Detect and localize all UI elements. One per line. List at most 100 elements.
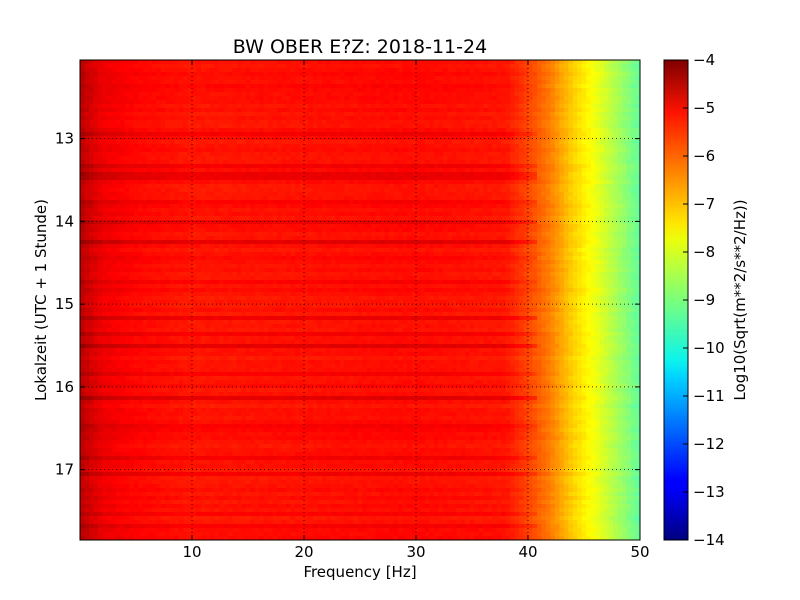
heatmap-cell — [416, 104, 422, 109]
heatmap-cell — [389, 72, 395, 77]
heatmap-cell — [460, 72, 466, 77]
heatmap-cell — [268, 96, 274, 101]
heatmap-cell — [205, 188, 211, 193]
heatmap-cell — [348, 172, 354, 177]
heatmap-cell — [272, 128, 278, 133]
heatmap-cell — [411, 212, 417, 217]
heatmap-cell — [317, 100, 323, 105]
heatmap-cell — [241, 100, 247, 105]
heatmap-cell — [590, 160, 596, 165]
heatmap-cell — [165, 116, 171, 121]
heatmap-cell — [106, 96, 112, 101]
heatmap-cell — [626, 188, 632, 193]
heatmap-cell — [129, 156, 135, 161]
heatmap-cell — [151, 108, 157, 113]
heatmap-cell — [586, 184, 592, 189]
heatmap-cell — [84, 144, 90, 149]
heatmap-cell — [550, 168, 556, 173]
heatmap-cell — [200, 168, 207, 173]
heatmap-cell — [174, 144, 180, 149]
heatmap-cell — [451, 72, 457, 77]
heatmap-cell — [97, 212, 103, 217]
heatmap-cell — [295, 156, 301, 161]
heatmap-cell — [106, 164, 112, 169]
heatmap-cell — [447, 72, 453, 77]
heatmap-cell — [209, 60, 215, 65]
heatmap-cell — [205, 164, 211, 169]
heatmap-cell — [451, 68, 457, 73]
heatmap-cell — [111, 196, 117, 201]
heatmap-cell — [622, 64, 628, 69]
heatmap-cell — [335, 128, 341, 133]
heatmap-cell — [545, 160, 551, 165]
heatmap-cell — [545, 164, 551, 169]
heatmap-cell — [514, 148, 520, 153]
heatmap-cell — [442, 188, 448, 193]
heatmap-cell — [528, 172, 534, 177]
heatmap-cell — [438, 156, 444, 161]
heatmap-cell — [496, 72, 502, 77]
heatmap-cell — [348, 188, 354, 193]
heatmap-cell — [389, 180, 395, 185]
heatmap-cell — [156, 132, 162, 137]
heatmap-cell — [420, 196, 426, 201]
heatmap-cell — [604, 180, 610, 185]
heatmap-cell — [442, 208, 448, 213]
heatmap-cell — [187, 88, 193, 93]
heatmap-cell — [563, 64, 569, 69]
heatmap-cell — [295, 128, 301, 133]
heatmap-cell — [304, 156, 310, 161]
heatmap-cell — [469, 168, 475, 173]
heatmap-cell — [442, 148, 448, 153]
heatmap-cell — [389, 124, 395, 129]
heatmap-cell — [586, 104, 592, 109]
heatmap-cell — [286, 204, 292, 209]
heatmap-cell — [277, 76, 283, 81]
heatmap-cell — [528, 64, 534, 69]
heatmap-cell — [635, 104, 640, 109]
heatmap-cell — [613, 176, 619, 181]
heatmap-cell — [622, 112, 628, 117]
heatmap-cell — [505, 92, 511, 97]
heatmap-cell — [375, 92, 381, 97]
heatmap-cell — [106, 156, 112, 161]
heatmap-cell — [357, 76, 363, 81]
heatmap-cell — [84, 64, 90, 69]
heatmap-cell — [536, 200, 543, 205]
heatmap-cell — [568, 140, 574, 145]
heatmap-cell — [492, 148, 498, 153]
heatmap-cell — [165, 76, 171, 81]
heatmap-cell — [227, 80, 233, 85]
heatmap-cell — [187, 136, 193, 141]
heatmap-cell — [451, 216, 457, 221]
heatmap-cell — [402, 176, 408, 181]
heatmap-cell — [608, 72, 614, 77]
heatmap-cell — [84, 88, 90, 93]
heatmap-cell — [402, 124, 408, 129]
heatmap-cell — [353, 112, 359, 117]
heatmap-cell — [416, 120, 422, 125]
heatmap-cell — [554, 136, 560, 141]
heatmap-cell — [375, 80, 381, 85]
heatmap-cell — [375, 108, 381, 113]
heatmap-cell — [120, 136, 126, 141]
heatmap-cell — [545, 216, 551, 221]
heatmap-cell — [272, 60, 278, 65]
heatmap-cell — [389, 88, 395, 93]
heatmap-cell — [187, 172, 193, 177]
heatmap-cell — [514, 104, 520, 109]
heatmap-cell — [268, 172, 274, 177]
heatmap-cell — [626, 116, 632, 121]
heatmap-cell — [559, 104, 565, 109]
heatmap-cell — [348, 64, 354, 69]
heatmap-cell — [496, 140, 502, 145]
heatmap-cell — [510, 140, 516, 145]
heatmap-cell — [375, 128, 381, 133]
heatmap-cell — [380, 216, 386, 221]
heatmap-cell — [227, 96, 233, 101]
heatmap-cell — [281, 132, 287, 137]
heatmap-cell — [147, 60, 153, 65]
heatmap-cell — [371, 152, 377, 157]
heatmap-cell — [545, 108, 551, 113]
heatmap-cell — [380, 136, 386, 141]
